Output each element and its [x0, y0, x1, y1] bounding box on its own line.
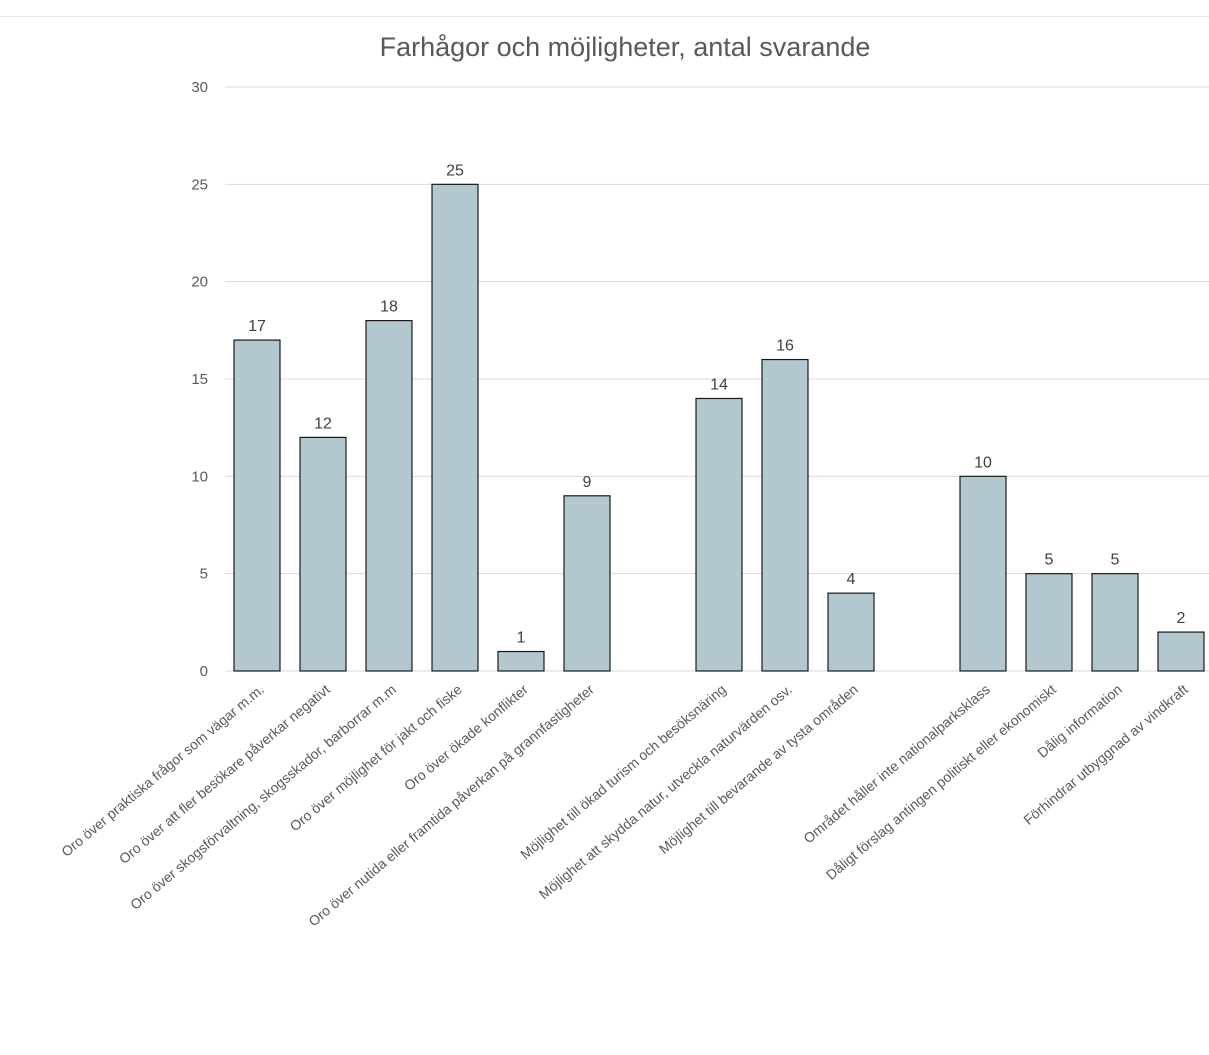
bar: [1157, 631, 1205, 672]
top-divider: [0, 16, 1209, 17]
category-label: Dåligt förslag antingen politiskt eller …: [823, 681, 1059, 883]
bar: [761, 358, 809, 672]
data-labels: 17 12 18 25 1 9 14 16 4 10 5 5 2: [248, 162, 1185, 646]
data-label: 2: [1177, 610, 1186, 627]
bar: [1091, 573, 1139, 672]
y-tick-label: 20: [191, 274, 208, 291]
category-labels: Oro över praktiska frågor som vägar m.m.…: [58, 681, 1191, 930]
bar: [365, 320, 413, 672]
bar: [233, 339, 281, 672]
data-label: 4: [847, 571, 856, 588]
data-label: 5: [1111, 552, 1120, 569]
data-label: 18: [380, 299, 398, 316]
data-label: 12: [314, 415, 332, 432]
data-label: 5: [1045, 552, 1054, 569]
bar: [431, 183, 479, 672]
chart-title: Farhågor och möjligheter, antal svarande: [380, 32, 871, 62]
data-label: 14: [710, 376, 728, 393]
data-label: 25: [446, 162, 464, 179]
data-label: 1: [517, 630, 526, 647]
y-tick-label: 25: [191, 176, 208, 193]
data-label: 17: [248, 318, 266, 335]
y-tick-label: 0: [200, 663, 208, 680]
y-axis-tick-labels: 0 5 10 15 20 25 30: [191, 79, 208, 680]
category-label: Oro över ökade konflikter: [401, 681, 531, 794]
bar: [695, 397, 743, 672]
bar: [1025, 573, 1073, 672]
y-tick-label: 30: [191, 79, 208, 96]
data-label: 16: [776, 338, 794, 355]
bar: [959, 475, 1007, 672]
y-tick-label: 5: [200, 566, 208, 583]
data-label: 10: [974, 454, 992, 471]
y-tick-label: 15: [191, 371, 208, 388]
data-label: 9: [583, 474, 592, 491]
bar: [827, 592, 875, 672]
y-tick-label: 10: [191, 468, 208, 485]
bar: [299, 436, 347, 672]
bar: [497, 650, 545, 672]
bar: [563, 495, 611, 672]
category-label: Möjlighet att skydda natur, utveckla nat…: [536, 681, 795, 902]
bars: [233, 183, 1205, 672]
